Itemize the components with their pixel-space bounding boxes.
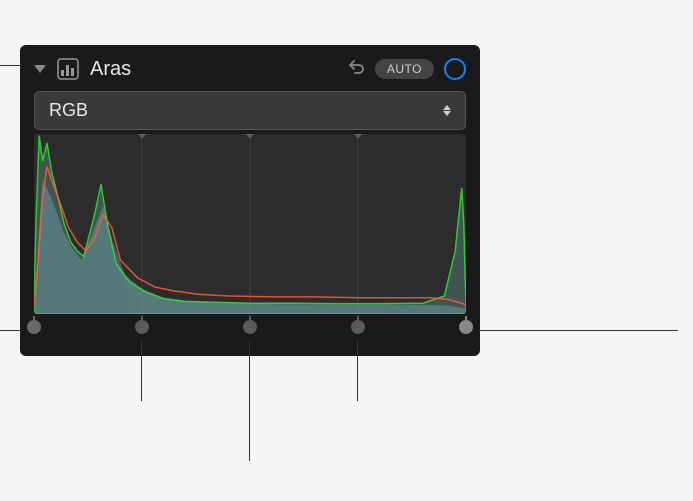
slider-handle-black-point[interactable] bbox=[27, 320, 41, 334]
callout-line bbox=[0, 330, 20, 331]
panel-title: Aras bbox=[90, 58, 337, 81]
histogram bbox=[34, 134, 466, 314]
auto-button[interactable]: AUTO bbox=[375, 59, 434, 79]
callout-line bbox=[249, 341, 250, 461]
slider-handle-shadows[interactable] bbox=[135, 320, 149, 334]
channel-dropdown[interactable]: RGB bbox=[34, 91, 466, 130]
levels-panel: Aras AUTO RGB bbox=[20, 45, 480, 356]
panel-header: Aras AUTO bbox=[34, 57, 466, 81]
dropdown-arrows-icon bbox=[443, 105, 451, 116]
callout-line bbox=[141, 341, 142, 401]
enable-toggle[interactable] bbox=[444, 58, 466, 80]
levels-icon bbox=[56, 57, 80, 81]
undo-icon[interactable] bbox=[347, 59, 365, 80]
slider-handle-white-point[interactable] bbox=[459, 320, 473, 334]
callout-line bbox=[0, 65, 20, 66]
disclosure-triangle-icon[interactable] bbox=[34, 65, 46, 73]
callout-line bbox=[478, 330, 678, 331]
slider-handle-midtones[interactable] bbox=[243, 320, 257, 334]
slider-track[interactable] bbox=[34, 318, 466, 338]
callout-line bbox=[357, 341, 358, 401]
dropdown-value: RGB bbox=[49, 100, 88, 121]
slider-handle-highlights[interactable] bbox=[351, 320, 365, 334]
